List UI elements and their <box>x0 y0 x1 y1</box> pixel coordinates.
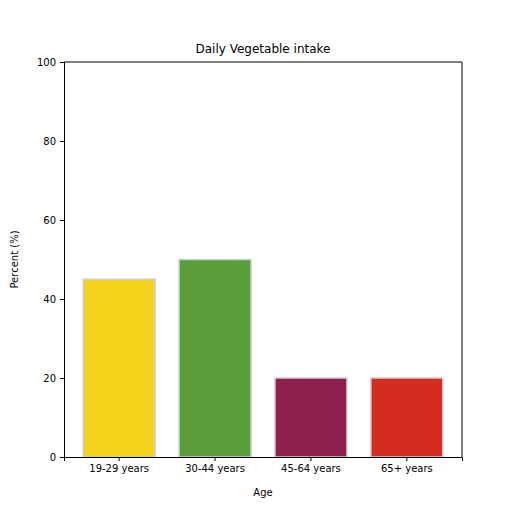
x-tick: 19-29 years <box>89 457 149 474</box>
y-axis-title: Percent (%) <box>9 230 20 288</box>
y-tick: 20 <box>43 373 64 384</box>
bar <box>371 378 443 457</box>
x-axis-line <box>65 458 463 462</box>
y-tick-mark <box>60 378 64 379</box>
x-axis: 19-29 years 30-44 years 45-64 years 65+ yea… <box>65 457 463 474</box>
y-tick-label: 80 <box>43 136 56 147</box>
y-tick-label: 100 <box>37 57 56 68</box>
x-tick: 30-44 years <box>185 457 245 474</box>
y-tick-mark <box>60 141 64 142</box>
frame <box>462 62 463 457</box>
x-tick-mark <box>310 457 311 461</box>
x-tick-mark <box>215 457 216 461</box>
y-axis-line <box>60 63 65 458</box>
x-tick: 65+ years <box>381 457 433 474</box>
y-tick-mark <box>60 220 64 221</box>
bar <box>83 279 155 457</box>
bars <box>83 260 443 458</box>
y-tick: 100 <box>37 57 64 68</box>
plot-area: 0 20 40 60 80 100 19-29 years 30-44 years 45-64 … <box>37 57 463 474</box>
x-tick-mark <box>406 457 407 461</box>
frame <box>64 62 462 63</box>
x-tick-mark <box>119 457 120 461</box>
bar <box>275 378 347 457</box>
title: Daily Vegetable intake <box>196 42 331 56</box>
y-tick-label: 40 <box>43 294 56 305</box>
y-tick: 60 <box>43 215 64 226</box>
y-axis: 0 20 40 60 80 100 <box>37 57 65 463</box>
chart: 0 20 40 60 80 100 19-29 years 30-44 years 45-64 … <box>0 0 513 513</box>
y-tick-label: 0 <box>50 452 56 463</box>
y-tick-mark <box>60 62 64 63</box>
y-tick-label: 60 <box>43 215 56 226</box>
y-tick: 0 <box>50 452 64 463</box>
y-tick-mark <box>60 299 64 300</box>
x-tick-label: 45-64 years <box>281 463 341 474</box>
y-tick: 80 <box>43 136 64 147</box>
bar <box>179 260 251 458</box>
x-tick-label: 65+ years <box>381 463 433 474</box>
x-tick: 45-64 years <box>281 457 341 474</box>
y-tick-mark <box>60 457 64 458</box>
x-tick-label: 30-44 years <box>185 463 245 474</box>
x-tick-label: 19-29 years <box>89 463 149 474</box>
y-tick-label: 20 <box>43 373 56 384</box>
y-tick: 40 <box>43 294 64 305</box>
x-axis-title: Age <box>253 487 272 498</box>
